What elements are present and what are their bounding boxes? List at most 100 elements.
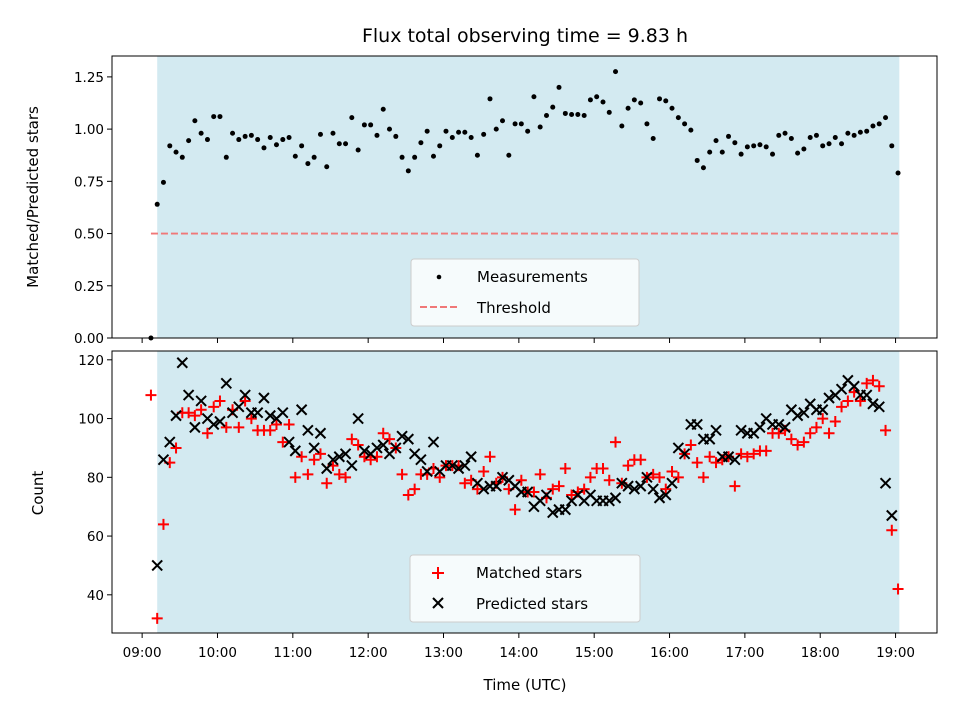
measurements-point <box>738 151 744 157</box>
matched-stars-point <box>346 433 358 445</box>
predicted-stars-point <box>634 480 647 492</box>
measurements-point <box>719 149 725 155</box>
matched-stars-point <box>660 483 672 495</box>
predicted-stars-point <box>873 401 885 413</box>
matched-stars-point <box>666 465 678 477</box>
matched-stars-point <box>270 418 282 430</box>
predicted-stars-point <box>735 424 747 437</box>
predicted-stars-point <box>289 445 302 457</box>
predicted-stars-point <box>779 421 791 434</box>
predicted-stars-point <box>465 451 477 463</box>
predicted-stars-point <box>302 424 314 437</box>
y-tick-label: 1.25 <box>74 70 104 86</box>
measurements-point <box>826 141 832 147</box>
predicted-stars-point <box>666 477 678 489</box>
measurements-point <box>211 114 217 120</box>
measurements-point <box>839 141 845 147</box>
predicted-stars-point <box>421 465 433 478</box>
measurements-point <box>795 150 801 156</box>
measurements-point <box>380 106 386 112</box>
count-marks <box>145 358 904 624</box>
predicted-stars-point <box>860 389 873 401</box>
predicted-stars-point <box>346 459 358 472</box>
panel-count: 40 60 80 100 120 09:00 10:00 11:00 12:00 13:00 14… <box>29 351 938 661</box>
y-tick-label: 120 <box>78 353 104 369</box>
predicted-stars-point <box>647 483 659 495</box>
predicted-stars-point <box>295 404 308 416</box>
y-tick-label: 60 <box>87 529 104 545</box>
matched-stars-point <box>509 504 521 516</box>
matched-stars-point <box>409 483 421 495</box>
matched-stars-point <box>478 465 490 477</box>
matched-stars-point <box>547 483 559 495</box>
matched-stars-point <box>377 427 389 439</box>
predicted-stars-point <box>220 377 233 390</box>
measurements-point <box>280 137 286 143</box>
predicted-stars-point <box>446 459 459 472</box>
predicted-stars-point <box>352 412 364 425</box>
matched-stars-point <box>704 451 716 463</box>
predicted-stars-point <box>339 448 352 460</box>
measurements-point <box>500 118 505 124</box>
matched-stars-point <box>484 451 496 463</box>
matched-stars-point <box>283 418 295 430</box>
matched-stars-point <box>195 404 207 416</box>
matched-stars-point <box>785 433 797 445</box>
y-tick-label: 0.00 <box>74 331 104 347</box>
matched-stars-point <box>880 424 892 436</box>
measurements-point <box>770 151 776 157</box>
measurements-point <box>267 134 273 140</box>
measurements-point <box>763 144 769 150</box>
predicted-stars-point <box>314 427 327 439</box>
matched-stars-point <box>296 451 308 463</box>
matched-stars-point <box>654 471 666 483</box>
predicted-stars-point <box>277 406 289 419</box>
measurements-point <box>405 168 411 174</box>
measurements-point <box>895 170 901 176</box>
predicted-stars-point <box>547 506 559 519</box>
predicted-stars-point <box>496 471 509 484</box>
predicted-stars-point <box>710 424 722 437</box>
measurements-point <box>531 94 537 100</box>
predicted-stars-point <box>622 480 634 492</box>
predicted-stars-point <box>251 406 264 419</box>
measurements-point <box>368 122 374 128</box>
predicted-stars-point <box>886 509 898 522</box>
measurements-point <box>832 134 838 140</box>
measurements-point <box>600 99 606 105</box>
measurements-point <box>782 130 788 136</box>
matched-stars-point <box>710 457 722 469</box>
y-tick-label: 0.50 <box>74 227 104 243</box>
measurements-point <box>355 147 361 153</box>
measurements-point <box>744 144 750 150</box>
predicted-stars-point <box>459 459 471 472</box>
matched-stars-point <box>566 489 578 501</box>
predicted-stars-point <box>703 433 716 445</box>
predicted-stars-point <box>258 392 270 404</box>
measurements-point <box>688 127 694 133</box>
predicted-stars-point <box>189 421 201 434</box>
legend-label-measurements: Measurements <box>477 268 588 286</box>
predicted-stars-point <box>798 406 810 419</box>
measurements-point <box>273 142 279 148</box>
measurements-point <box>876 121 882 127</box>
measurements-point <box>349 115 355 121</box>
measurements-point <box>443 128 449 134</box>
matched-stars-point <box>886 524 898 536</box>
ratio-y-label: Matched/Predicted stars <box>24 106 42 288</box>
measurements-point <box>650 136 656 142</box>
measurements-point <box>845 130 851 136</box>
predicted-stars-point <box>477 483 490 495</box>
measurements-point <box>186 138 192 144</box>
matched-stars-point <box>584 471 596 483</box>
matched-stars-point <box>829 416 841 427</box>
measurements-point <box>788 136 794 142</box>
measurements-point <box>801 146 807 152</box>
measurements-point <box>518 121 524 127</box>
measurements-point <box>575 111 581 117</box>
x-tick-label: 10:00 <box>198 645 237 661</box>
predicted-stars-point <box>402 433 415 445</box>
measurements-point <box>820 143 826 149</box>
measurements-point <box>242 133 248 139</box>
measurements-point <box>412 154 418 160</box>
